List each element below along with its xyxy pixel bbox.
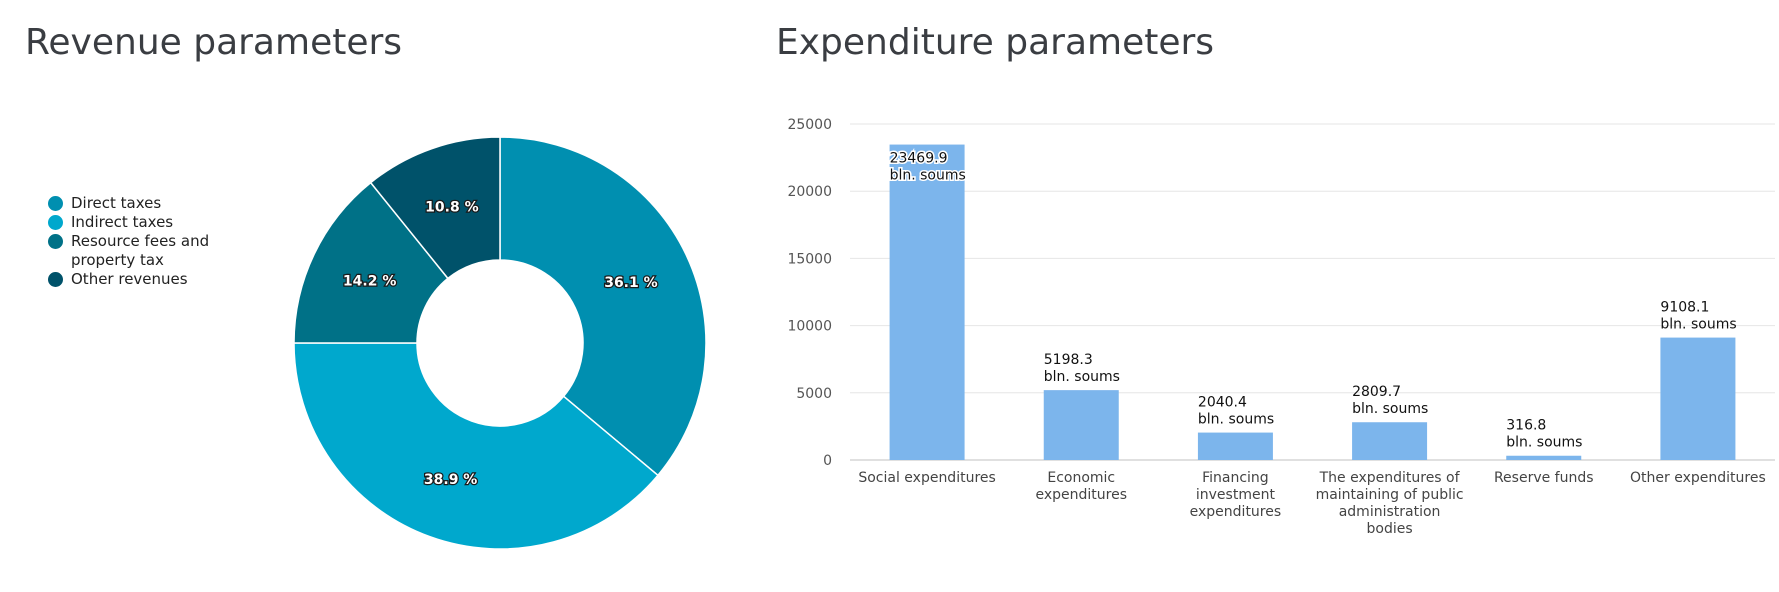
bar-value-label: 316.8 (1506, 418, 1546, 434)
bar-unit-label: bln. soums (1352, 401, 1428, 417)
x-tick-label: Financing investment expenditures (1189, 470, 1282, 520)
y-tick-label: 15000 (787, 251, 832, 267)
legend-marker (48, 272, 63, 287)
bar-unit-label: bln. soums (1198, 412, 1274, 428)
bar-value-label: 5198.3 (1044, 352, 1093, 368)
bar-value-label: 9108.1 (1660, 300, 1709, 316)
bar-economic-expenditures[interactable] (1043, 390, 1119, 460)
bar-the-expenditures-of-maintaining-of-public-administration-bodies[interactable] (1352, 422, 1428, 460)
x-tick-label: The expenditures of maintaining of publi… (1315, 470, 1464, 537)
x-tick-label: Social expenditures (858, 470, 996, 486)
bar-value-label: 2040.4 (1198, 395, 1247, 411)
bar-social-expenditures[interactable] (889, 144, 965, 460)
x-tick-label: Economic expenditures (1035, 470, 1128, 503)
donut-slice-label: 36.1 % (604, 275, 657, 291)
donut-slice-resource-fees-and-property-tax[interactable] (293, 181, 449, 344)
donut-slice-label: 10.8 % (425, 200, 478, 216)
y-tick-label: 20000 (787, 184, 832, 200)
legend-label: Indirect taxes (71, 213, 174, 231)
legend-item-indirect-taxes[interactable]: Indirect taxes (48, 213, 268, 232)
legend-label: Direct taxes (71, 194, 162, 212)
bar-reserve-funds[interactable] (1506, 455, 1582, 460)
donut-slice-label: 14.2 % (343, 274, 396, 290)
legend-item-other-revenues[interactable]: Other revenues (48, 270, 268, 289)
bar-other-expenditures[interactable] (1660, 337, 1736, 460)
bar-unit-label: bln. soums (1506, 435, 1582, 451)
donut-slice-other-revenues[interactable] (369, 136, 501, 280)
legend-marker (48, 196, 63, 211)
legend-marker (48, 215, 63, 230)
y-tick-label: 25000 (787, 117, 832, 133)
revenue-legend: Direct taxes Indirect taxes Resource fees … (48, 194, 268, 289)
bar-unit-label: bln. soums (1044, 369, 1120, 385)
y-tick-label: 0 (823, 453, 832, 469)
legend-label: Other revenues (71, 270, 188, 288)
legend-marker (48, 234, 63, 249)
donut-slice-indirect-taxes[interactable] (293, 342, 659, 550)
donut-slice-direct-taxes[interactable] (499, 136, 707, 477)
bar-unit-label: bln. soums (890, 168, 966, 184)
x-tick-label: Reserve funds (1493, 470, 1594, 486)
bar-value-label: 23469.9 (890, 151, 948, 167)
revenue-chart-title: Revenue parameters (25, 22, 403, 63)
bar-value-label: 2809.7 (1352, 384, 1401, 400)
x-tick-label: Other expenditures (1630, 470, 1766, 486)
y-tick-label: 10000 (787, 319, 832, 335)
bar-financing-investment-expenditures[interactable] (1197, 432, 1273, 460)
legend-item-resource-fees-and-property-tax[interactable]: Resource fees and property tax (48, 232, 268, 270)
y-tick-label: 5000 (796, 386, 832, 402)
legend-item-direct-taxes[interactable]: Direct taxes (48, 194, 268, 213)
bar-unit-label: bln. soums (1660, 317, 1736, 333)
revenue-donut-chart: 36.1 % 38.9 % 14.2 % 10.8 % (293, 136, 707, 550)
donut-slice-label: 38.9 % (424, 472, 477, 488)
expenditure-chart-title: Expenditure parameters (776, 22, 1215, 63)
legend-label: Resource fees and property tax (71, 232, 210, 269)
